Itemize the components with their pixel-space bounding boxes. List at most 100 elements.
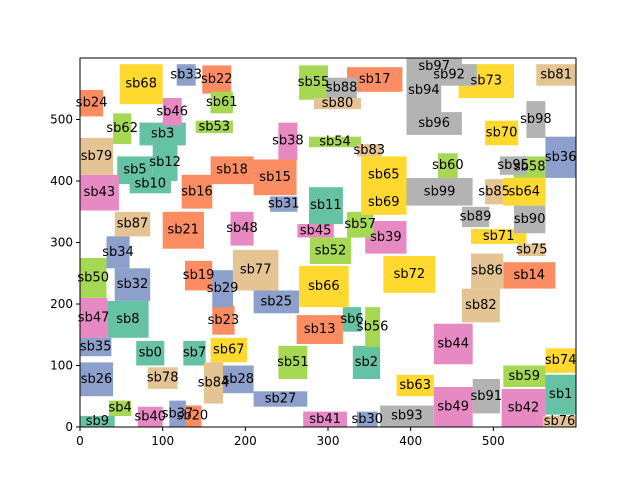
x-tick-label: 400 [399,434,422,448]
box-label-sb21: sb21 [168,223,200,238]
box-sb32 [114,268,151,301]
box-sb40 [137,406,163,427]
box-label-sb80: sb80 [322,96,354,111]
box-sb61 [210,91,233,114]
box-sb46 [162,98,182,126]
box-sb99 [406,177,473,206]
box-sb93 [380,405,434,427]
box-label-sb2: sb2 [355,355,378,370]
box-sb97 [406,58,462,76]
box-label-sb70: sb70 [486,126,518,141]
box-label-sb38: sb38 [272,134,304,149]
box-sb12 [152,144,178,181]
box-label-sb93: sb93 [391,409,423,424]
box-label-sb62: sb62 [106,121,138,136]
box-sb96 [406,112,462,135]
box-sb85 [485,179,504,205]
box-label-sb51: sb51 [277,355,309,370]
box-label-sb40: sb40 [135,409,167,424]
box-label-sb66: sb66 [308,279,340,294]
box-label-sb63: sb63 [399,378,431,393]
box-sb48 [230,211,254,246]
box-sb47 [80,297,108,338]
box-label-sb75: sb75 [516,242,548,257]
x-tick-label: 100 [151,434,174,448]
box-label-sb56: sb56 [357,320,389,335]
box-label-sb27: sb27 [265,392,297,407]
box-sb20 [183,405,202,427]
box-sb45 [297,224,334,238]
box-sb3 [139,122,186,146]
box-sb24 [80,90,104,117]
box-label-sb39: sb39 [370,230,402,245]
box-label-sb24: sb24 [76,96,108,111]
box-label-sb49: sb49 [437,400,469,415]
box-sb22 [202,65,232,94]
box-label-sb87: sb87 [117,217,149,232]
box-sb43 [80,174,119,211]
box-label-sb10: sb10 [135,177,167,192]
box-label-sb73: sb73 [471,74,503,89]
box-label-sb81: sb81 [540,67,572,82]
box-label-sb33: sb33 [170,67,202,82]
box-label-sb41: sb41 [309,412,341,427]
box-sb26 [80,362,114,397]
box-label-sb22: sb22 [201,72,233,87]
box-label-sb29: sb29 [207,281,239,296]
box-sb38 [278,122,298,160]
box-label-sb13: sb13 [304,322,336,337]
box-sb77 [232,249,279,291]
box-sb11 [309,187,343,225]
box-label-sb74: sb74 [545,353,577,368]
y-axis: 0 100 200 300 400 500 [50,113,80,434]
box-sb57 [347,211,374,238]
box-sb83 [356,144,382,157]
box-sb70 [485,120,519,146]
box-label-sb5: sb5 [123,163,146,178]
box-sb18 [210,156,254,185]
y-tick-label: 100 [50,359,73,373]
box-label-sb69: sb69 [368,195,400,210]
box-label-sb12: sb12 [149,155,181,170]
box-label-sb25: sb25 [261,294,293,309]
box-sb13 [296,315,343,344]
box-sb33 [176,64,196,86]
box-label-sb58: sb58 [514,160,546,175]
box-label-sb84: sb84 [198,376,230,391]
box-label-sb95: sb95 [497,158,529,173]
x-tick-label: 500 [482,434,505,448]
box-label-sb71: sb71 [483,229,515,244]
x-axis: 0 100 200 300 400 500 [76,427,505,448]
box-label-sb14: sb14 [514,268,546,283]
box-label-sb23: sb23 [208,313,240,328]
box-label-sb54: sb54 [319,134,351,149]
box-sb23 [212,305,235,335]
box-label-sb55: sb55 [298,75,330,90]
box-label-sb99: sb99 [424,184,456,199]
box-label-sb52: sb52 [315,243,347,258]
box-sb34 [106,236,130,269]
box-label-sb17: sb17 [359,72,391,87]
box-sb42 [501,388,546,427]
box-sb62 [113,113,132,145]
box-label-sb78: sb78 [147,371,179,386]
box-sb81 [536,64,576,86]
box-sb25 [253,290,300,314]
box-label-sb82: sb82 [465,298,497,313]
box-sb4 [108,400,132,416]
box-label-sb6: sb6 [340,312,363,327]
box-label-sb86: sb86 [471,264,503,279]
box-sb29 [212,270,233,308]
x-tick-label: 300 [317,434,340,448]
box-sb14 [503,262,556,289]
labels-layer: sb0sb1sb2sb3sb4sb5sb6sb7sb8sb9sb10sb11sb… [76,59,577,429]
box-label-sb16: sb16 [181,184,213,199]
box-sb2 [352,345,381,379]
box-label-sb19: sb19 [183,268,215,283]
box-label-sb31: sb31 [268,197,300,212]
box-label-sb42: sb42 [508,400,540,415]
box-sb0 [136,340,165,366]
box-sb75 [518,243,546,256]
box-label-sb77: sb77 [240,263,272,278]
box-label-sb89: sb89 [460,210,492,225]
